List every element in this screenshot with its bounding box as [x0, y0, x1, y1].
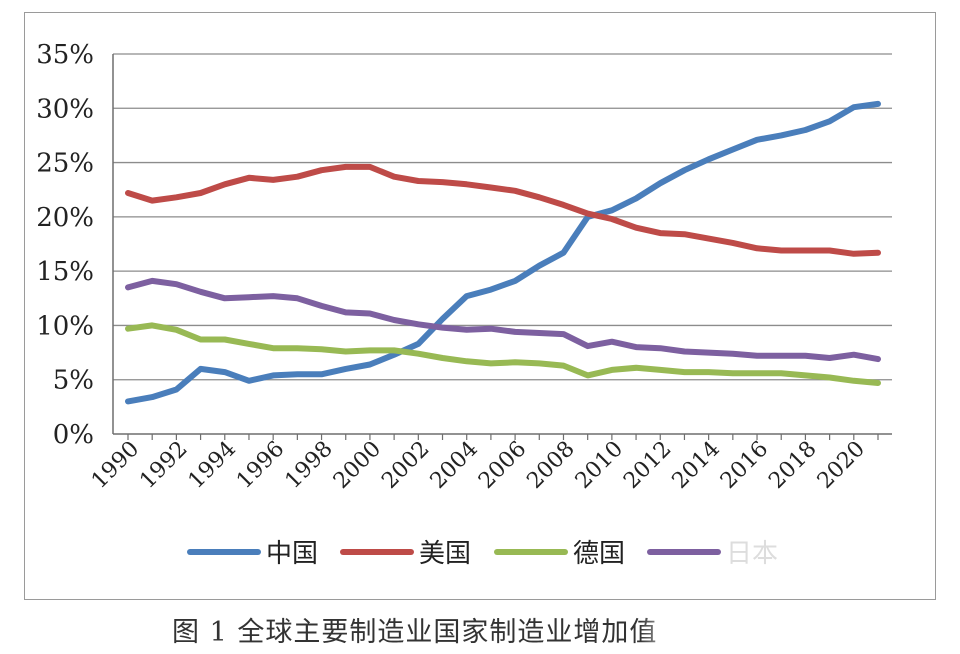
x-tick-label: 1994	[184, 437, 241, 494]
y-tick-label: 35%	[36, 40, 94, 70]
x-tick-label: 2012	[619, 437, 676, 494]
series-line-日本	[125, 277, 881, 363]
y-tick-label: 5%	[53, 366, 94, 396]
right-mask	[936, 520, 960, 654]
x-tick-label: 1990	[87, 437, 144, 494]
series-line-中国	[125, 100, 881, 405]
x-tick-label: 2006	[474, 437, 531, 494]
y-tick-label: 0%	[53, 420, 94, 450]
x-tick-label: 2008	[522, 437, 579, 494]
y-tick-label: 20%	[36, 203, 94, 233]
x-tick-label: 2014	[668, 437, 725, 494]
legend-label: 日本	[726, 539, 778, 569]
x-axis	[112, 54, 892, 440]
x-tick-label: 1996	[232, 437, 289, 494]
series-line-美国	[125, 163, 881, 257]
x-tick-label: 2002	[377, 437, 434, 494]
x-axis-ticks: 1990199219941996199820002002200420062008…	[87, 437, 870, 494]
x-tick-label: 2016	[716, 437, 773, 494]
x-tick-label: 2020	[813, 437, 870, 494]
figure-caption: 图 1 全球主要制造业国家制造业增加值	[172, 617, 658, 648]
y-axis-ticks: 0% 5% 10% 15% 20% 25% 30% 35%	[36, 40, 94, 450]
series-lines	[125, 100, 881, 405]
y-tick-label: 30%	[36, 94, 94, 124]
legend-label: 德国	[573, 539, 625, 569]
x-tick-label: 2004	[426, 437, 483, 494]
legend-label: 中国	[266, 539, 318, 569]
x-tick-label: 1992	[135, 437, 192, 494]
caption-fade	[640, 606, 700, 646]
series-line-德国	[125, 322, 881, 386]
x-tick-label: 2000	[329, 437, 386, 494]
legend: 中国 美国 德国 日本	[187, 539, 778, 569]
y-tick-label: 25%	[36, 149, 94, 179]
y-tick-label: 15%	[36, 257, 94, 287]
chart-frame	[24, 12, 936, 600]
y-tick-label: 10%	[36, 311, 94, 341]
x-tick-label: 2018	[764, 437, 821, 494]
x-tick-label: 1998	[281, 437, 338, 494]
legend-label: 美国	[419, 539, 471, 569]
x-tick-label: 2010	[571, 437, 628, 494]
